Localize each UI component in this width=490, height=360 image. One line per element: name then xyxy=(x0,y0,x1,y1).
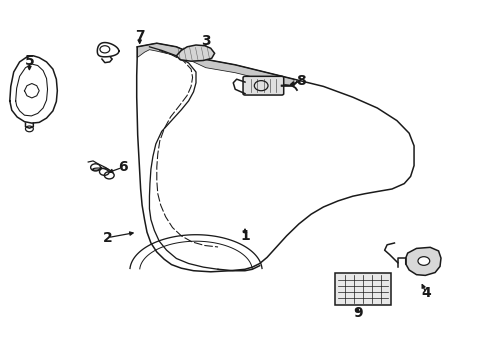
Text: 6: 6 xyxy=(118,161,127,174)
Text: 2: 2 xyxy=(103,231,113,244)
Text: 7: 7 xyxy=(135,29,145,43)
Polygon shape xyxy=(406,247,441,275)
Text: 9: 9 xyxy=(353,306,363,320)
Text: 3: 3 xyxy=(201,35,211,48)
Text: 8: 8 xyxy=(296,74,306,88)
FancyBboxPatch shape xyxy=(335,273,391,305)
Text: 5: 5 xyxy=(24,54,34,68)
Polygon shape xyxy=(137,43,294,86)
FancyBboxPatch shape xyxy=(243,76,284,95)
Circle shape xyxy=(418,257,430,265)
Text: 4: 4 xyxy=(421,287,431,300)
Polygon shape xyxy=(176,45,215,61)
Text: 1: 1 xyxy=(240,229,250,243)
